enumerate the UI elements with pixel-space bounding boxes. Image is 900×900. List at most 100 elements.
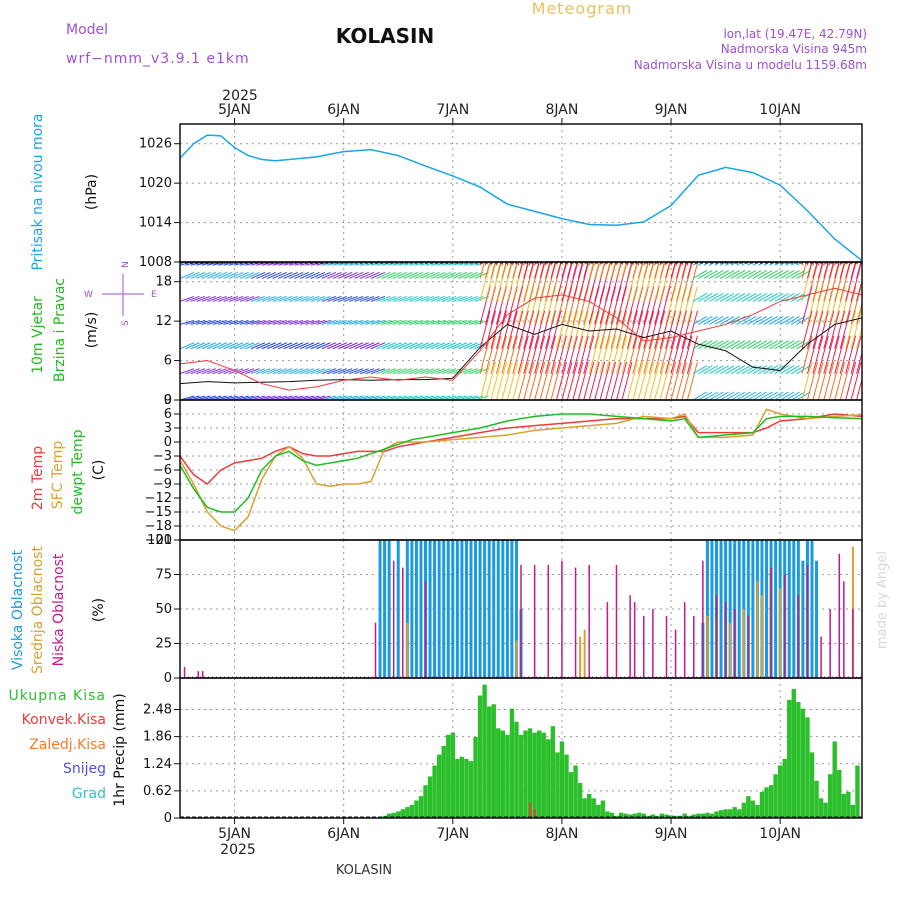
wind-barb xyxy=(779,262,787,266)
panel-pressure: 1008 1014 1020 1026 xyxy=(139,124,863,270)
precip-bar xyxy=(446,734,451,818)
cloud-low-bar xyxy=(683,602,686,678)
ytick-label: 6 xyxy=(164,407,172,422)
wind-barb xyxy=(321,295,337,302)
wind-barb xyxy=(758,315,773,325)
wind-barb xyxy=(785,365,800,375)
wind-barb xyxy=(228,295,244,302)
cloud-mid-bar xyxy=(779,588,782,678)
wind-barb xyxy=(501,310,513,349)
precip-bar xyxy=(536,730,542,818)
wind-barb xyxy=(665,361,677,400)
cloud-mid-bar xyxy=(579,636,582,678)
precip-bar xyxy=(641,813,646,818)
precip-bar xyxy=(427,776,433,818)
wind-barb xyxy=(223,271,238,279)
wind-barb xyxy=(850,262,856,279)
wind-barb xyxy=(201,295,216,302)
cloud-high-bar xyxy=(451,540,455,678)
wind-barb xyxy=(196,368,211,375)
cloud-low-bar xyxy=(402,567,404,678)
wind-barb xyxy=(534,286,546,325)
precip-bar xyxy=(627,814,633,818)
wind-barb xyxy=(817,335,829,374)
wind-barb xyxy=(703,292,719,302)
wind-barb xyxy=(256,319,271,325)
wind-barb xyxy=(741,391,757,400)
wind-barb xyxy=(550,262,553,266)
wind-barb xyxy=(539,335,551,374)
wind-barb xyxy=(714,391,729,400)
wind-barb xyxy=(621,310,633,349)
wind-barb xyxy=(632,262,635,266)
wind-barb xyxy=(845,310,857,349)
wind-barb xyxy=(692,365,708,375)
wind-barb xyxy=(218,319,233,325)
wind-barb xyxy=(348,295,364,302)
wind-barb xyxy=(539,262,542,266)
wind-barb xyxy=(539,286,551,325)
model-label: Model xyxy=(66,22,108,38)
precip-bar xyxy=(482,684,487,818)
cloud-high-bar xyxy=(383,540,387,678)
wind-barb xyxy=(637,335,649,374)
wind-barb xyxy=(681,262,687,279)
wind-barb xyxy=(681,361,693,400)
cloud-high-bar xyxy=(746,540,750,678)
wind-barb xyxy=(288,295,304,302)
wind-barb xyxy=(332,295,347,302)
wind-barb xyxy=(463,271,478,279)
wind-barb xyxy=(615,262,618,266)
station-title: KOLASIN xyxy=(336,24,434,48)
wind-barb xyxy=(419,319,435,325)
wind-barb xyxy=(698,262,706,266)
wind-barb xyxy=(752,262,760,266)
wind-barb xyxy=(572,262,575,266)
wind-barb xyxy=(719,340,735,350)
wind-barb xyxy=(752,340,768,350)
wind-barb xyxy=(256,295,271,302)
wind-barb xyxy=(321,368,337,375)
wind-barb xyxy=(212,262,227,266)
wind-barb xyxy=(801,262,804,266)
wind-barb xyxy=(495,262,498,266)
temp-ylabel-sub: SFC Temp xyxy=(50,441,66,510)
wind-barb xyxy=(550,361,562,400)
wind-barb xyxy=(490,361,502,400)
precip-bar xyxy=(741,802,746,818)
wind-barb xyxy=(376,342,391,350)
wind-barb xyxy=(408,271,424,279)
precip-bar xyxy=(455,758,460,818)
wind-barb xyxy=(288,271,304,279)
wind-barb xyxy=(458,319,473,325)
panel-clouds: 0 25 50 75 100 xyxy=(147,533,862,686)
wind-barb xyxy=(801,263,813,302)
wind-barb xyxy=(637,310,649,349)
precip-bar xyxy=(723,809,728,818)
wind-barb xyxy=(588,361,600,400)
precip-bar xyxy=(523,730,528,818)
wind-barb xyxy=(523,262,529,279)
wind-barb xyxy=(452,271,467,279)
wind-barb xyxy=(425,295,440,302)
temp-sfc-line xyxy=(179,408,863,532)
wind-barb xyxy=(310,295,326,302)
wind-barb xyxy=(610,286,622,325)
wind-barb xyxy=(250,342,266,350)
wind-barb xyxy=(272,368,287,375)
wind-barb xyxy=(479,262,485,279)
wind-barb xyxy=(605,361,617,400)
wind-barb xyxy=(501,361,513,400)
precip-bar xyxy=(623,813,628,818)
wind-barb xyxy=(670,310,682,349)
wind-barb xyxy=(670,262,673,266)
ytick-label: 1020 xyxy=(139,176,172,191)
wind-barb xyxy=(828,262,835,279)
wind-barb xyxy=(725,340,740,350)
precip-legend-total: Ukupna Kisa xyxy=(8,688,106,704)
precip-bar xyxy=(405,807,410,818)
wind-barb xyxy=(359,368,375,375)
cloud-high-bar xyxy=(501,540,505,678)
wind-barb xyxy=(354,295,369,302)
